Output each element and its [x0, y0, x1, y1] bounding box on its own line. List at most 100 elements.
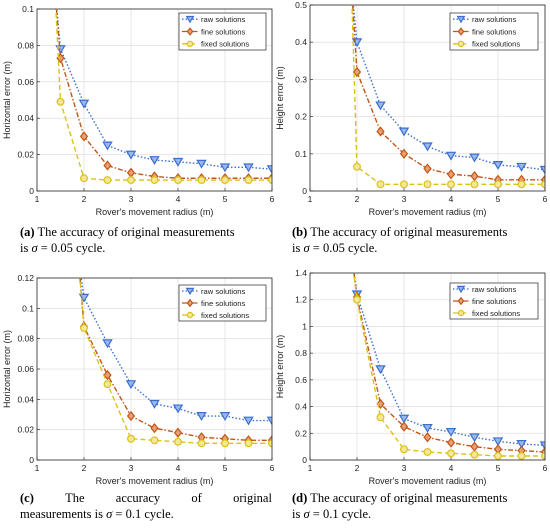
y-tick-label: 0.4 [295, 402, 307, 412]
y-tick-label: 1.2 [295, 295, 307, 305]
data-point [469, 153, 480, 163]
data-point [149, 399, 160, 409]
caption-label: (c) [20, 491, 34, 505]
x-tick-label: 4 [449, 194, 454, 204]
data-point [457, 27, 465, 36]
y-tick-label: 0.4 [295, 37, 307, 47]
data-point [457, 296, 465, 306]
caption-text: is [292, 507, 301, 521]
legend-label: fixed solutions [201, 40, 249, 49]
data-point [447, 449, 455, 458]
y-tick-label: 0 [302, 455, 307, 465]
caption-text: The accuracy of original measurements [37, 225, 235, 239]
caption-text: is [292, 241, 301, 255]
series-line [353, 273, 545, 453]
x-tick-label: 3 [402, 463, 407, 473]
data-point [102, 141, 113, 151]
data-point [102, 339, 113, 349]
x-axis-label: Rover's movement radius (m) [369, 207, 487, 217]
data-point [186, 298, 194, 308]
legend-label: raw solutions [472, 285, 517, 294]
data-point [103, 380, 112, 389]
x-tick-label: 4 [176, 463, 181, 473]
series-line [351, 5, 545, 186]
y-tick-label: 0.06 [17, 364, 34, 374]
y-tick-label: 0.8 [295, 348, 307, 358]
caption-text: measurements is [20, 507, 103, 521]
y-axis-label: Horizontal error (m) [2, 330, 12, 408]
data-point [266, 416, 272, 426]
data-point [243, 163, 254, 173]
legend: raw solutions fine solutions fixed solutio… [449, 282, 539, 320]
x-tick-label: 5 [223, 194, 228, 204]
legend-label: raw solutions [201, 15, 246, 24]
caption-c: (c) The accuracy of original measurement… [20, 490, 272, 522]
data-point [244, 439, 253, 448]
chart-b: 1 2 3 4 5 6 0 0.1 0.2 0.3 0.4 0.5 Rover's movement r… [275, 0, 548, 217]
caption-label: (b) [292, 225, 308, 239]
data-point [150, 176, 159, 185]
series-fixed [79, 278, 272, 448]
data-point [457, 40, 465, 48]
data-point [447, 180, 455, 189]
series-line [79, 278, 272, 445]
x-axis-label: Rover's movement radius (m) [96, 207, 214, 217]
legend: raw solutions fine solutions fixed solutio… [449, 12, 539, 51]
legend-label: fine solutions [472, 27, 517, 36]
x-tick-label: 1 [35, 194, 40, 204]
caption-text: = 0.1 cycle. [312, 507, 372, 521]
data-point [127, 176, 135, 185]
data-point [446, 169, 456, 180]
legend: raw solutions fine solutions fixed solutio… [178, 284, 267, 322]
y-tick-label: 0.3 [295, 74, 307, 84]
legend-label: fixed solutions [472, 309, 520, 318]
y-tick-label: 1.4 [295, 268, 307, 278]
x-axis-label: Rover's movement radius (m) [96, 476, 214, 486]
data-point [197, 176, 206, 185]
legend-label: fine solutions [201, 299, 246, 308]
data-point [174, 176, 182, 185]
caption-label: (d) [292, 491, 308, 505]
data-point [446, 437, 456, 448]
data-point [185, 287, 195, 296]
y-tick-label: 0.02 [17, 150, 34, 160]
data-point [492, 437, 504, 447]
data-point [470, 170, 479, 182]
x-tick-label: 2 [82, 463, 87, 473]
y-tick-label: 0.04 [17, 394, 34, 404]
legend-label: raw solutions [201, 287, 246, 296]
data-point [174, 437, 182, 446]
data-point [126, 410, 136, 422]
x-tick-label: 3 [402, 194, 407, 204]
data-point [186, 27, 194, 36]
data-point [219, 412, 231, 421]
caption-text: = 0.1 cycle. [115, 507, 174, 521]
data-point [375, 101, 386, 111]
y-tick-label: 0.1 [295, 149, 307, 159]
data-point [494, 180, 502, 189]
y-tick-label: 0.1 [22, 4, 34, 14]
caption-symbol: σ [303, 507, 310, 521]
caption-symbol: σ [106, 507, 113, 521]
data-point [244, 176, 253, 185]
series-line [353, 273, 545, 447]
y-tick-label: 0.2 [295, 428, 307, 438]
data-point [186, 40, 194, 48]
data-point [541, 180, 545, 189]
y-axis-label: Height error (m) [275, 335, 285, 399]
data-point [456, 15, 466, 24]
y-axis-label: Height error (m) [275, 66, 285, 130]
data-point [376, 413, 385, 422]
y-tick-label: 0.06 [17, 77, 34, 87]
data-point [422, 142, 433, 152]
data-point [398, 414, 410, 424]
x-tick-label: 6 [543, 463, 548, 473]
data-point [494, 452, 502, 460]
x-tick-label: 5 [496, 194, 501, 204]
x-tick-label: 4 [449, 463, 454, 473]
data-point [80, 174, 88, 183]
caption-a: (a) The accuracy of original measurement… [20, 224, 270, 256]
legend-label: fixed solutions [472, 40, 520, 49]
data-point [149, 156, 160, 166]
data-point [400, 180, 408, 189]
